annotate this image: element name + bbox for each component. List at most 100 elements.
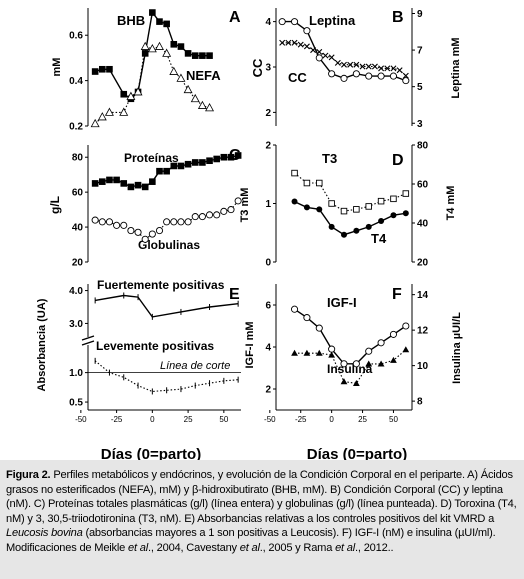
label-proteinas: Proteínas: [124, 151, 179, 165]
data-point-d-t3-7: [377, 197, 385, 205]
y2label-b: Leptina mM: [450, 37, 462, 98]
data-point-b-cc-3: [297, 41, 304, 48]
y-tick-label-d-0: 0: [265, 258, 271, 269]
data-point-d-t3-4: [340, 207, 348, 215]
data-point-a-nefa-12: [183, 84, 193, 94]
caption-etal-2: et al: [239, 541, 260, 554]
panel-letter-a: A: [229, 9, 241, 26]
data-point-f-insulina-6: [365, 360, 373, 367]
data-point-b-cc-4: [303, 43, 310, 50]
data-point-b-leptina-5: [340, 74, 348, 82]
data-point-b-leptina-3: [315, 54, 323, 62]
data-point-a-nefa-11: [176, 73, 186, 82]
data-point-c-globulinas-18: [220, 207, 228, 215]
y-tick-label-c-40: 40: [72, 223, 84, 234]
data-point-f-insulina-3: [328, 351, 336, 358]
data-point-f-insulina-0: [291, 349, 298, 356]
data-point-c-globulinas-10: [163, 218, 171, 226]
data-point-c-proteínas-18: [220, 153, 228, 161]
data-point-d-t4-4: [341, 231, 347, 238]
data-point-a-nefa-10: [169, 66, 179, 75]
data-point-c-globulinas-19: [227, 206, 235, 214]
y-tick-label-c-80: 80: [72, 153, 84, 164]
y-tick-label-b2-9: 9: [417, 9, 423, 20]
data-point-c-proteínas-15: [199, 159, 206, 166]
data-point-a-nefa-9: [162, 48, 172, 57]
series-line-e-leve: [94, 360, 239, 393]
label-levemente: Levemente positivas: [96, 339, 214, 353]
xlabel-right: Días (0=parto): [307, 446, 407, 460]
caption-text-4: ., 2005 y Rama: [259, 541, 336, 554]
data-point-c-proteínas-10: [163, 167, 170, 175]
data-point-b-cc-0: [279, 39, 286, 46]
y-tick-label-a-0.4: 0.4: [69, 76, 83, 87]
label-igf: IGF-I: [327, 295, 357, 310]
data-point-c-proteínas-9: [156, 167, 163, 175]
y-tick-label-e-top-3: 3.0: [69, 319, 83, 330]
data-point-b-cc-9: [334, 59, 341, 66]
y-tick-label-b-4: 4: [265, 17, 271, 28]
data-point-b-cc-15: [371, 63, 378, 70]
data-point-b-cc-14: [365, 63, 372, 70]
data-point-b-leptina-6: [352, 70, 360, 78]
data-point-a-nefa-13: [190, 93, 200, 103]
data-point-a-bhb-9: [163, 20, 170, 28]
y2label-d: T4 mM: [445, 186, 457, 221]
ylabel-e: Absorbancia (UA): [36, 298, 48, 391]
data-point-d-t4-9: [402, 210, 409, 217]
x-tick-label-left-0: 0: [150, 415, 155, 424]
caption-text-3: ., 2004, Cavestany: [148, 541, 240, 554]
data-point-c-proteínas-13: [184, 160, 192, 168]
data-point-a-bhb-3: [120, 90, 128, 98]
data-point-b-cc-12: [353, 61, 360, 68]
series-line-a-bhb: [94, 10, 210, 100]
caption-italic-1: Leucosis bovina: [6, 527, 83, 540]
series-line-d-t4: [294, 200, 406, 236]
caption-text-1: Perfiles metabólicos y endócrinos, y evo…: [6, 469, 517, 525]
data-point-c-proteínas-19: [227, 153, 235, 161]
caption-text-5: ., 2012..: [355, 541, 394, 554]
data-point-f-insulina-8: [390, 356, 397, 363]
panel-letter-f: F: [392, 286, 402, 303]
axis-break-e: [81, 335, 95, 346]
data-point-a-bhb-0: [91, 68, 99, 75]
data-point-a-bhb-8: [156, 18, 163, 25]
data-point-a-nefa-0: [90, 118, 100, 128]
data-point-b-leptina-7: [365, 72, 373, 80]
data-point-b-cc-11: [347, 61, 354, 68]
data-point-c-globulinas-7: [141, 235, 149, 243]
label-fuertemente: Fuertemente positivas: [97, 278, 225, 292]
data-point-f-insulina-1: [303, 349, 311, 356]
data-point-b-cc-16: [378, 65, 385, 72]
data-point-b-cc-19: [396, 67, 403, 74]
ylabel-d: T3 mM: [239, 188, 251, 223]
ylabel-f: IGF-I mM: [244, 321, 256, 368]
data-point-a-bhb-15: [206, 52, 213, 59]
data-point-a-nefa-3: [119, 107, 129, 116]
data-point-c-globulinas-6: [134, 228, 142, 236]
panel-letter-b: B: [392, 9, 404, 26]
y-tick-label-b2-5: 5: [417, 82, 423, 93]
label-t4: T4: [371, 231, 387, 246]
data-point-b-leptina-1: [290, 18, 299, 26]
data-point-b-cc-8: [328, 54, 335, 61]
label-insulina: Insulina: [327, 362, 373, 376]
data-point-a-bhb-6: [141, 50, 149, 57]
data-point-c-globulinas-8: [148, 230, 156, 238]
data-point-d-t3-2: [316, 179, 323, 187]
y-tick-label-d2-80: 80: [417, 141, 429, 152]
data-point-c-globulinas-14: [191, 213, 199, 221]
data-point-c-globulinas-1: [98, 218, 106, 226]
data-point-a-nefa-1: [97, 112, 107, 121]
data-point-c-globulinas-12: [177, 218, 185, 226]
y-tick-label-f2-8: 8: [417, 397, 423, 408]
data-point-f-igfi-1: [303, 314, 311, 322]
data-point-d-t4-7: [378, 218, 385, 225]
data-point-c-proteínas-1: [98, 178, 106, 185]
data-point-d-t3-0: [291, 169, 298, 177]
y-tick-label-d-2: 2: [265, 141, 271, 152]
data-point-b-cc-17: [384, 65, 391, 72]
data-point-f-igfi-4: [340, 360, 348, 368]
data-point-f-igfi-7: [377, 339, 385, 347]
y-tick-label-f-4: 4: [265, 343, 271, 354]
